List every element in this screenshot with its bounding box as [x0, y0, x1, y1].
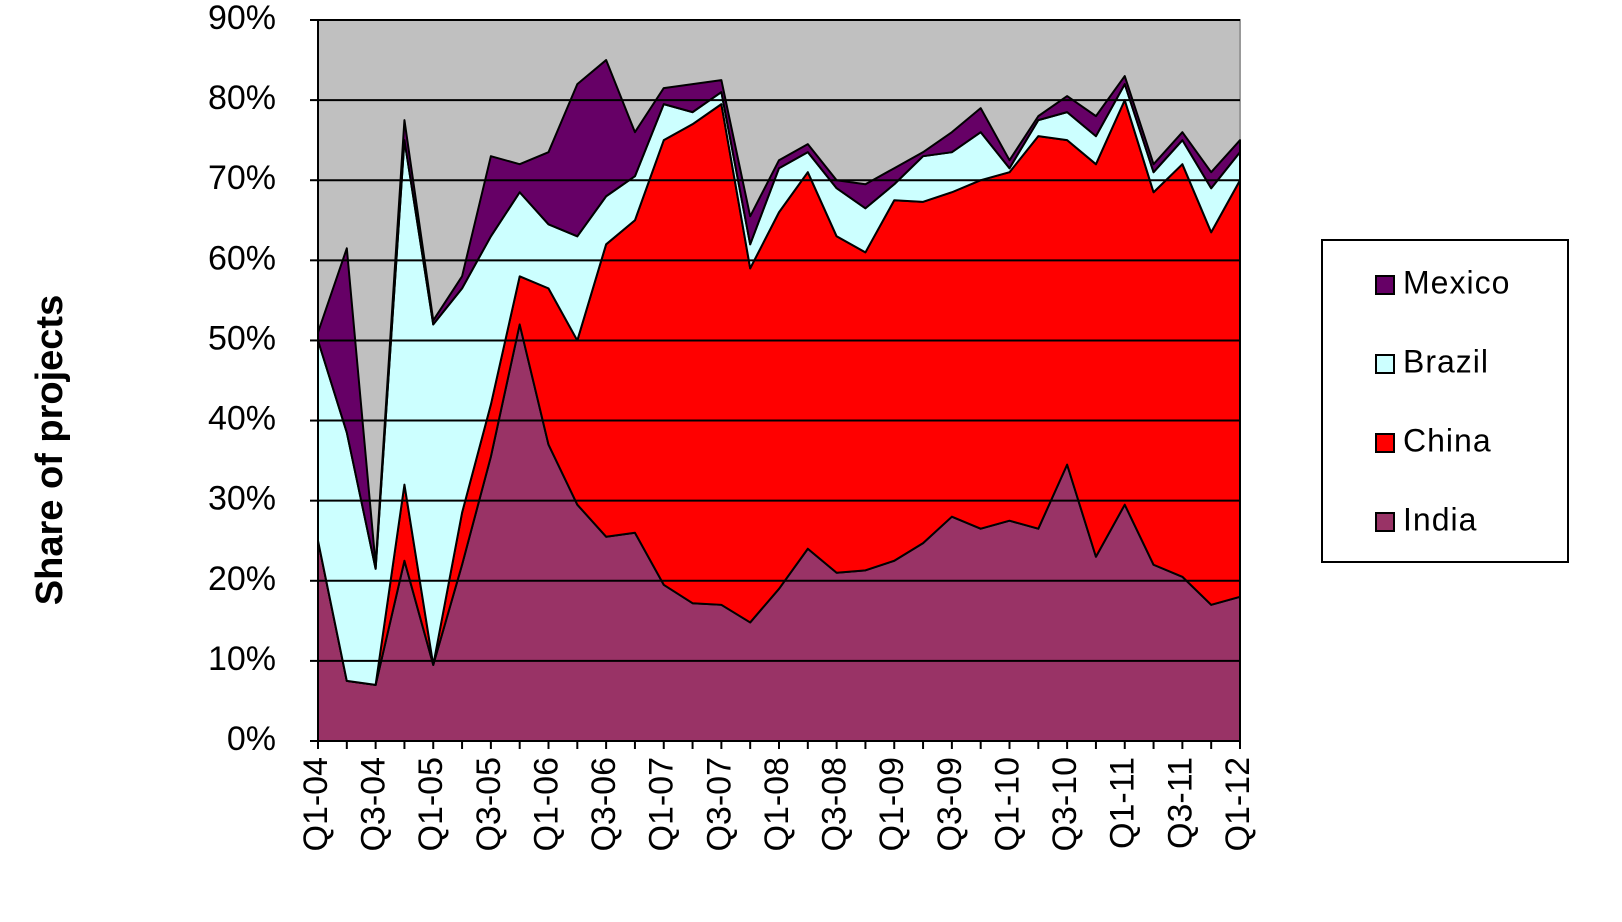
x-tick-label: Q1-09 [873, 757, 911, 852]
legend-swatch [1375, 433, 1395, 453]
y-tick-label: 60% [208, 239, 276, 277]
x-tick-label: Q1-05 [412, 757, 450, 852]
x-tick-label: Q1-07 [643, 757, 681, 852]
y-tick-label: 40% [208, 400, 276, 438]
y-tick-label: 20% [208, 560, 276, 598]
legend-swatch [1375, 354, 1395, 374]
x-tick-label: Q3-10 [1046, 757, 1084, 852]
x-tick-label: Q1-06 [527, 757, 565, 852]
x-tick-label: Q3-05 [470, 757, 508, 852]
legend-label: India [1403, 501, 1477, 537]
x-tick-label: Q3-06 [585, 757, 623, 852]
legend-box [1321, 239, 1569, 563]
legend-label: Mexico [1403, 264, 1510, 300]
x-tick-label: Q3-11 [1161, 757, 1199, 849]
y-axis-title: Share of projects [29, 295, 71, 605]
y-tick-label: 90% [208, 0, 276, 37]
legend-swatch [1375, 512, 1395, 532]
legend-swatch [1375, 275, 1395, 295]
y-tick-label: 70% [208, 159, 276, 197]
legend-label: China [1403, 422, 1492, 458]
y-tick-label: 80% [208, 79, 276, 117]
x-tick-label: Q3-07 [700, 757, 738, 852]
y-tick-label: 50% [208, 319, 276, 357]
y-tick-label: 10% [208, 640, 276, 678]
x-tick-label: Q1-04 [297, 757, 335, 852]
x-tick-label: Q3-04 [355, 757, 393, 852]
x-tick-label: Q1-12 [1219, 757, 1257, 852]
x-tick-label: Q3-09 [931, 757, 969, 852]
x-tick-label: Q1-11 [1104, 757, 1142, 849]
legend-label: Brazil [1403, 343, 1489, 379]
y-tick-label: 30% [208, 480, 276, 518]
x-tick-label: Q1-08 [758, 757, 796, 852]
area [317, 59, 1241, 570]
x-tick-label: Q3-08 [816, 757, 854, 852]
x-tick-label: Q1-10 [988, 757, 1026, 852]
y-tick-label: 0% [227, 720, 276, 758]
